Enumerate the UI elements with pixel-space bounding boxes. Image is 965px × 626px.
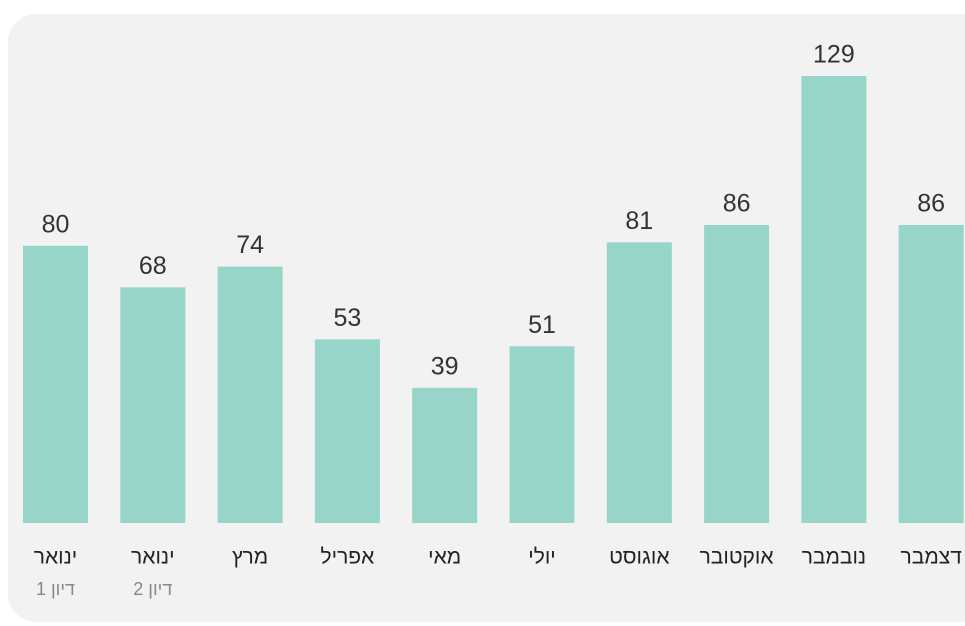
bar: [801, 76, 867, 523]
x-tick-label: נובמבר: [802, 546, 866, 569]
value-label: 39: [431, 352, 459, 380]
value-label: 86: [723, 190, 751, 218]
bar: [606, 242, 672, 524]
value-label: 51: [528, 311, 556, 339]
bar: [120, 287, 186, 523]
value-label: 74: [236, 231, 264, 259]
x-tick-sublabel: דיון 2: [133, 579, 172, 599]
value-label: 86: [917, 190, 945, 218]
x-tick-label: דצמבר: [901, 546, 963, 569]
x-tick-label: אוגוסט: [609, 546, 669, 569]
bar: [217, 266, 283, 523]
x-tick-label: ינואר: [131, 546, 175, 569]
x-tick-label: יולי: [528, 546, 556, 569]
x-tick-label: מרץ: [232, 546, 268, 569]
x-tick-label: אוקטובר: [700, 546, 774, 569]
x-tick-label: מאי: [428, 546, 461, 569]
x-tick-sublabel: דיון 1: [36, 579, 75, 599]
bar: [23, 245, 88, 523]
value-label: 81: [625, 207, 653, 235]
bar: [412, 387, 478, 523]
bar: [898, 225, 964, 523]
value-label: 53: [333, 304, 361, 332]
value-label: 68: [139, 252, 167, 280]
bar: [704, 225, 770, 523]
x-tick-label: ינואר: [34, 546, 78, 569]
value-label: 129: [813, 41, 855, 69]
value-label: 80: [42, 210, 70, 238]
bar: [509, 346, 575, 523]
x-tick-label: אפריל: [321, 546, 375, 569]
bar: [314, 339, 380, 523]
